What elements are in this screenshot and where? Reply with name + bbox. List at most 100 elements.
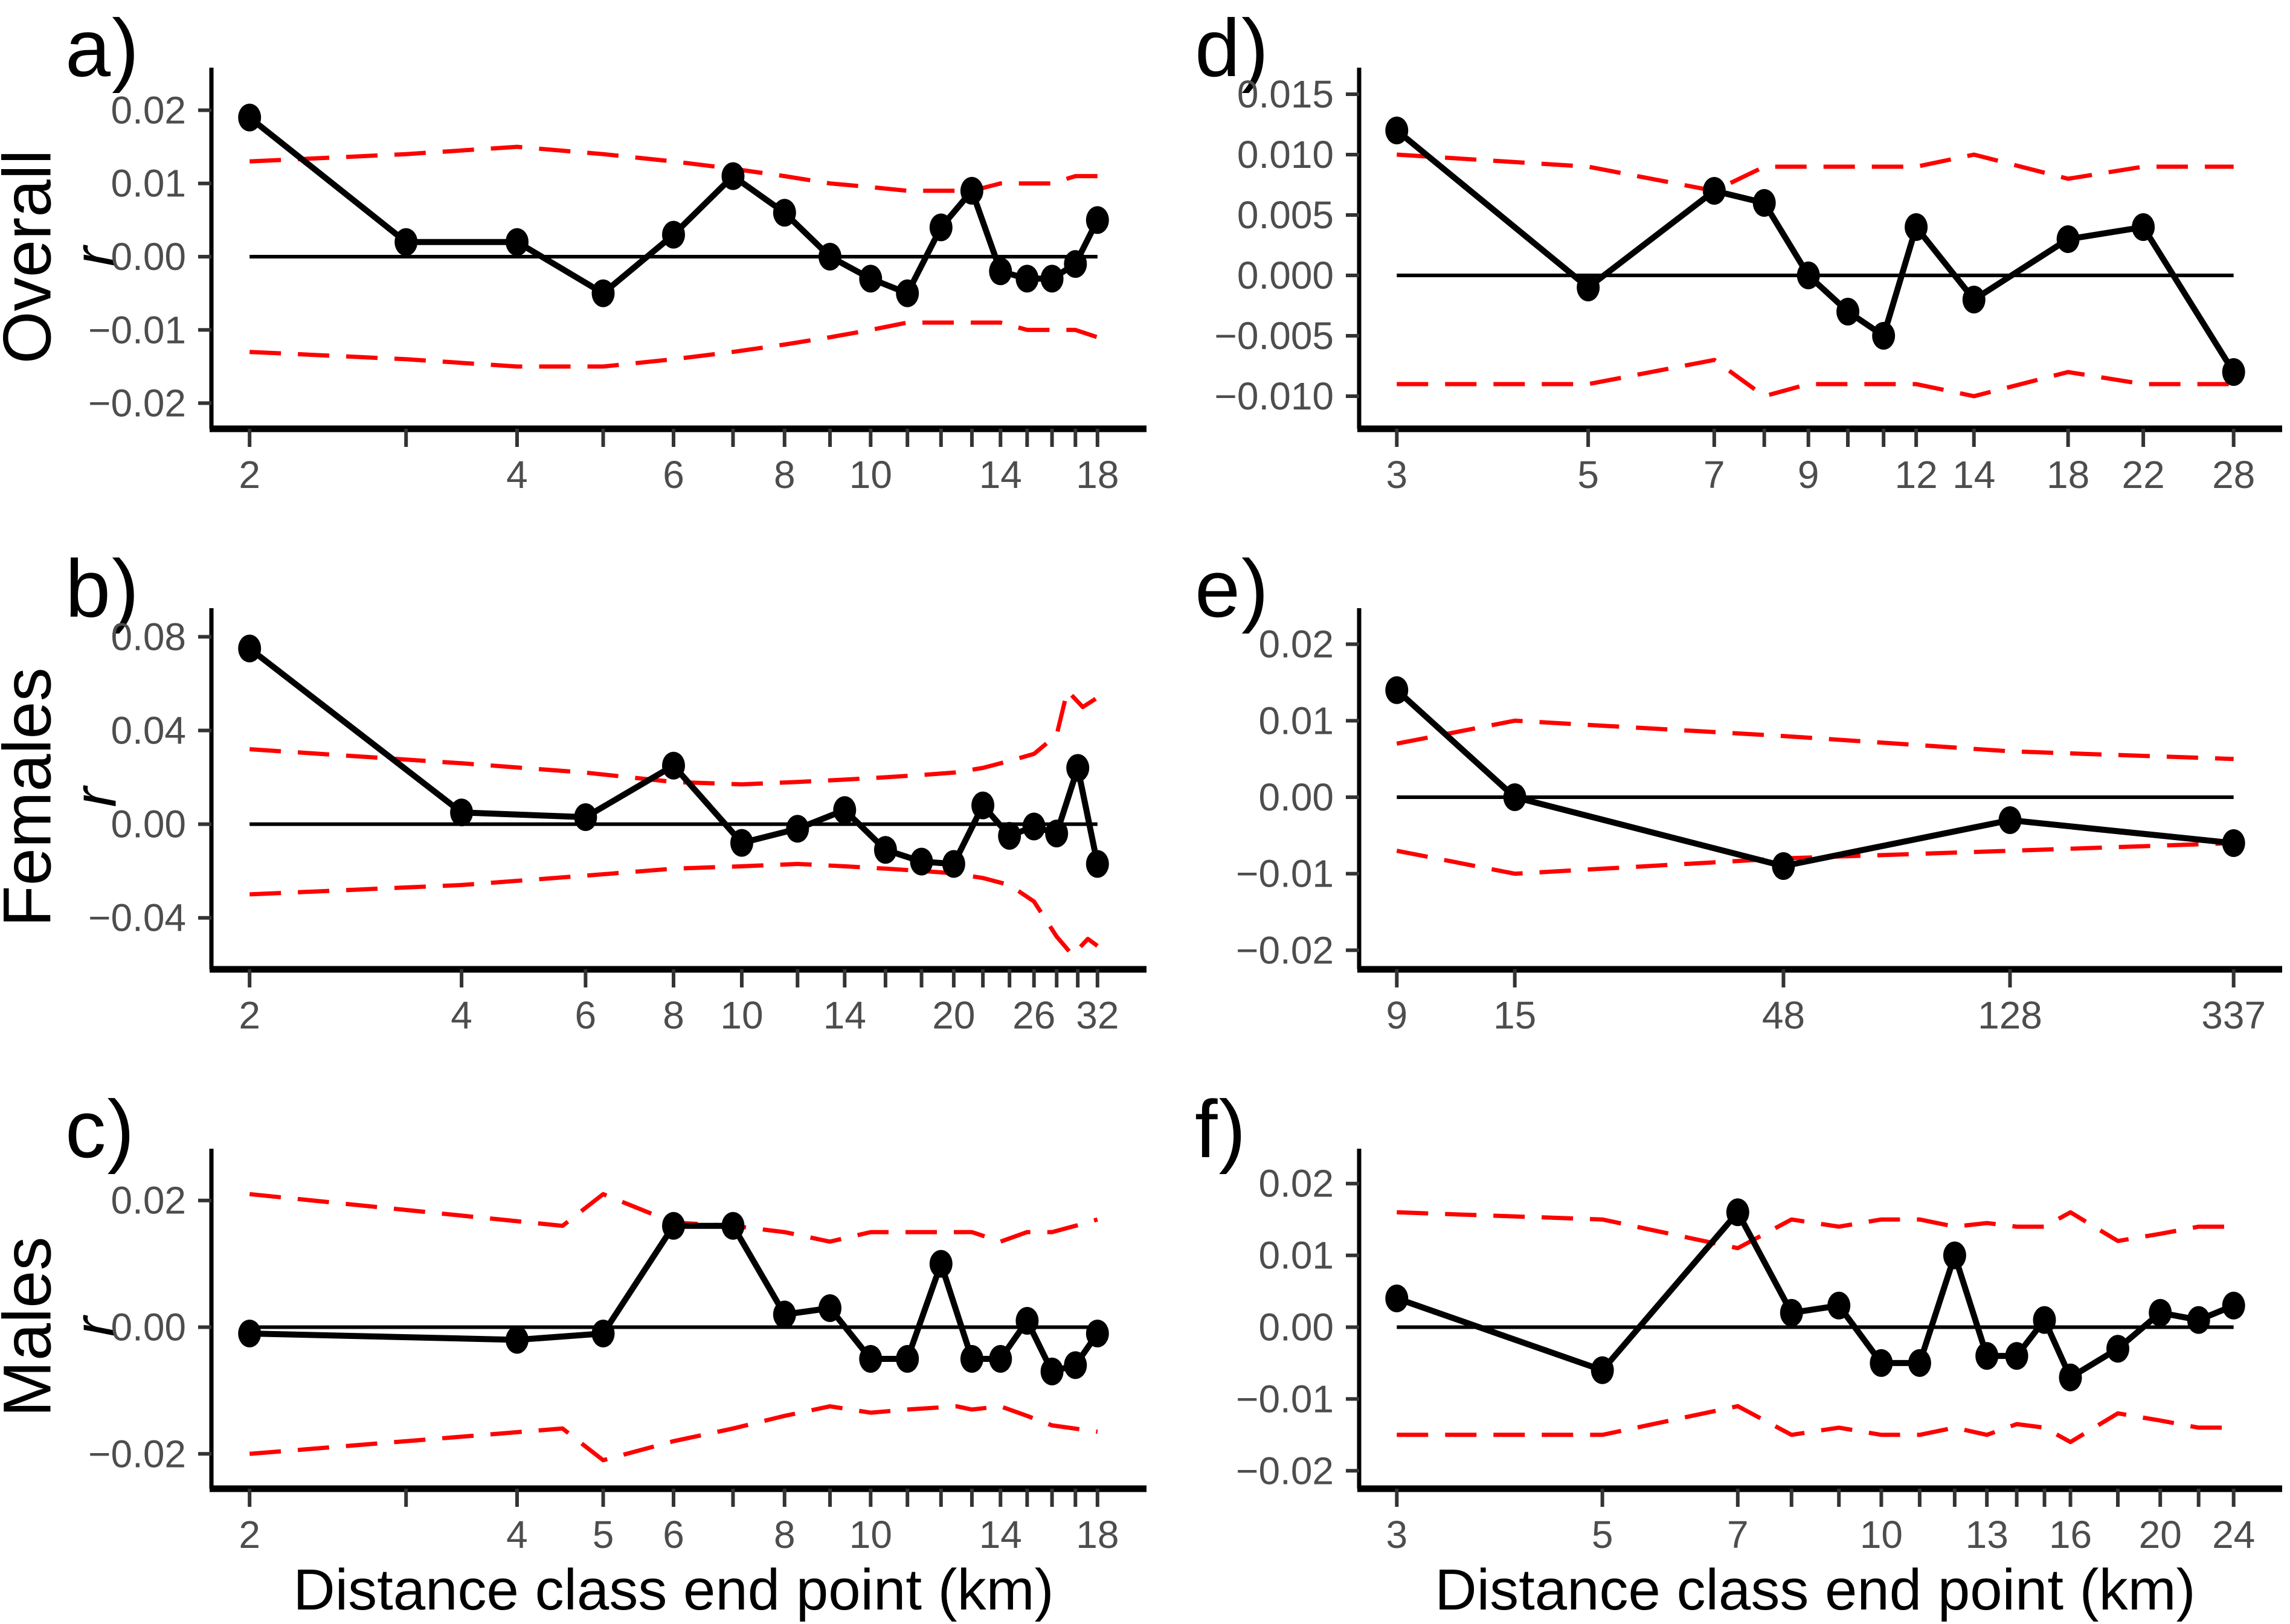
data-point	[1590, 1356, 1614, 1384]
series-line	[246, 645, 1101, 867]
y-tick-label: −0.005	[1214, 314, 1334, 358]
data-point	[1870, 1349, 1893, 1377]
data-point	[989, 257, 1012, 286]
chart-panel-d: 0.015 0.010 0.005 0.000 −0.005 −0.010 3 5 7 9 12 14…	[1214, 68, 2282, 496]
x-tick-label: 9	[1798, 453, 1819, 496]
data-point	[1045, 820, 1069, 848]
x-tick-label: 7	[1727, 1513, 1749, 1556]
data-point	[238, 634, 262, 663]
data-point	[1827, 1291, 1851, 1320]
data-point	[1752, 189, 1776, 217]
data-point	[1064, 250, 1087, 278]
panel-letter-d: d)	[1195, 2, 1270, 94]
data-point	[1962, 286, 1986, 313]
x-tick-label: 5	[1577, 453, 1599, 496]
x-tick-label: 5	[1592, 1513, 1613, 1556]
data-point	[721, 1212, 745, 1240]
x-tick-label: 6	[663, 1513, 684, 1556]
data-point	[1085, 206, 1109, 234]
y-tick-label: 0.01	[1258, 699, 1334, 742]
panel-letter-e: e)	[1195, 543, 1270, 634]
panel-letter-c: c)	[65, 1083, 136, 1175]
panel-letter-b: b)	[65, 543, 141, 634]
x-tick-label: 128	[1978, 993, 2042, 1037]
x-tick-label: 14	[979, 453, 1022, 496]
data-point	[1040, 1357, 1064, 1385]
y-tick-label: −0.02	[1236, 1449, 1334, 1492]
lower-envelope-line	[249, 1404, 1098, 1463]
data-point	[238, 1320, 262, 1347]
data-point	[859, 1345, 883, 1373]
y-tick-label: −0.02	[88, 382, 186, 425]
data-point	[2005, 1342, 2028, 1370]
data-point	[2033, 1306, 2056, 1334]
data-point	[2222, 1291, 2245, 1320]
data-point	[773, 199, 796, 227]
y-tick-label: 0.02	[111, 88, 186, 132]
x-tick-label: 4	[506, 453, 528, 496]
data-point	[2056, 225, 2080, 253]
data-point	[786, 815, 809, 843]
lower-envelope-line	[1397, 358, 2234, 399]
series-line	[1394, 687, 2237, 869]
data-point	[2222, 829, 2245, 857]
y-tick-label: 0.00	[111, 1306, 186, 1349]
data-point	[730, 829, 753, 857]
lower-envelope-line	[249, 320, 1098, 369]
panel-letter-f: f)	[1195, 1083, 1247, 1175]
data-point	[662, 220, 685, 249]
x-tick-label: 18	[1076, 453, 1119, 496]
data-point	[238, 103, 262, 132]
data-point	[1780, 1298, 1803, 1327]
y-tick-label: −0.01	[88, 308, 186, 351]
data-point	[1385, 1284, 1409, 1312]
data-point	[1064, 1351, 1087, 1379]
x-tick-label: 24	[2212, 1513, 2255, 1556]
data-point	[1085, 1320, 1109, 1347]
y-tick-label: 0.015	[1237, 72, 1334, 116]
x-tick-label: 9	[1386, 993, 1408, 1037]
data-point	[819, 243, 841, 271]
series-line	[246, 114, 1101, 297]
x-tick-label: 2	[239, 453, 260, 496]
data-point	[819, 1294, 841, 1322]
data-point	[591, 1320, 615, 1347]
data-point	[1796, 262, 1820, 289]
data-point	[591, 279, 615, 307]
x-axis-title-right: Distance class end point (km)	[1435, 1558, 2196, 1622]
data-point	[1702, 177, 1726, 205]
x-tick-label: 337	[2201, 993, 2266, 1037]
data-point	[1905, 213, 1928, 241]
x-tick-label: 12	[1895, 453, 1938, 496]
upper-envelope-line	[1396, 718, 2234, 762]
x-tick-label: 6	[575, 993, 597, 1037]
x-tick-label: 8	[774, 453, 796, 496]
data-point	[2059, 1363, 2082, 1391]
x-tick-label: 4	[506, 1513, 528, 1556]
x-tick-label: 16	[2049, 1513, 2092, 1556]
data-point	[998, 822, 1021, 850]
series-line	[1394, 1209, 2237, 1381]
data-point	[2187, 1306, 2210, 1334]
data-point	[662, 751, 685, 780]
data-point	[1975, 1342, 1999, 1370]
chart-panel-a: 0.02 0.01 0.00 −0.01 −0.02 2 4 6 8 10 14 18	[88, 68, 1147, 496]
data-point	[896, 1345, 919, 1373]
y-tick-label: −0.04	[88, 896, 186, 940]
data-point	[1943, 1241, 1966, 1269]
chart-panel-e: 0.02 0.01 0.00 −0.01 −0.02 9 15 48 128 337	[1236, 608, 2282, 1037]
x-tick-label: 7	[1703, 453, 1725, 496]
y-tick-label: 0.010	[1237, 133, 1334, 176]
data-point	[506, 228, 529, 256]
data-point	[1066, 754, 1090, 782]
x-tick-label: 48	[1762, 993, 1805, 1037]
y-tick-label: 0.02	[1258, 623, 1334, 666]
y-tick-label: −0.01	[1236, 852, 1334, 896]
y-tick-label: 0.04	[111, 708, 186, 752]
x-tick-label: 10	[720, 993, 763, 1037]
upper-envelope-line	[249, 1192, 1098, 1244]
series-line	[246, 1222, 1101, 1375]
data-point	[833, 796, 857, 824]
y-tick-label: 0.08	[111, 615, 186, 658]
